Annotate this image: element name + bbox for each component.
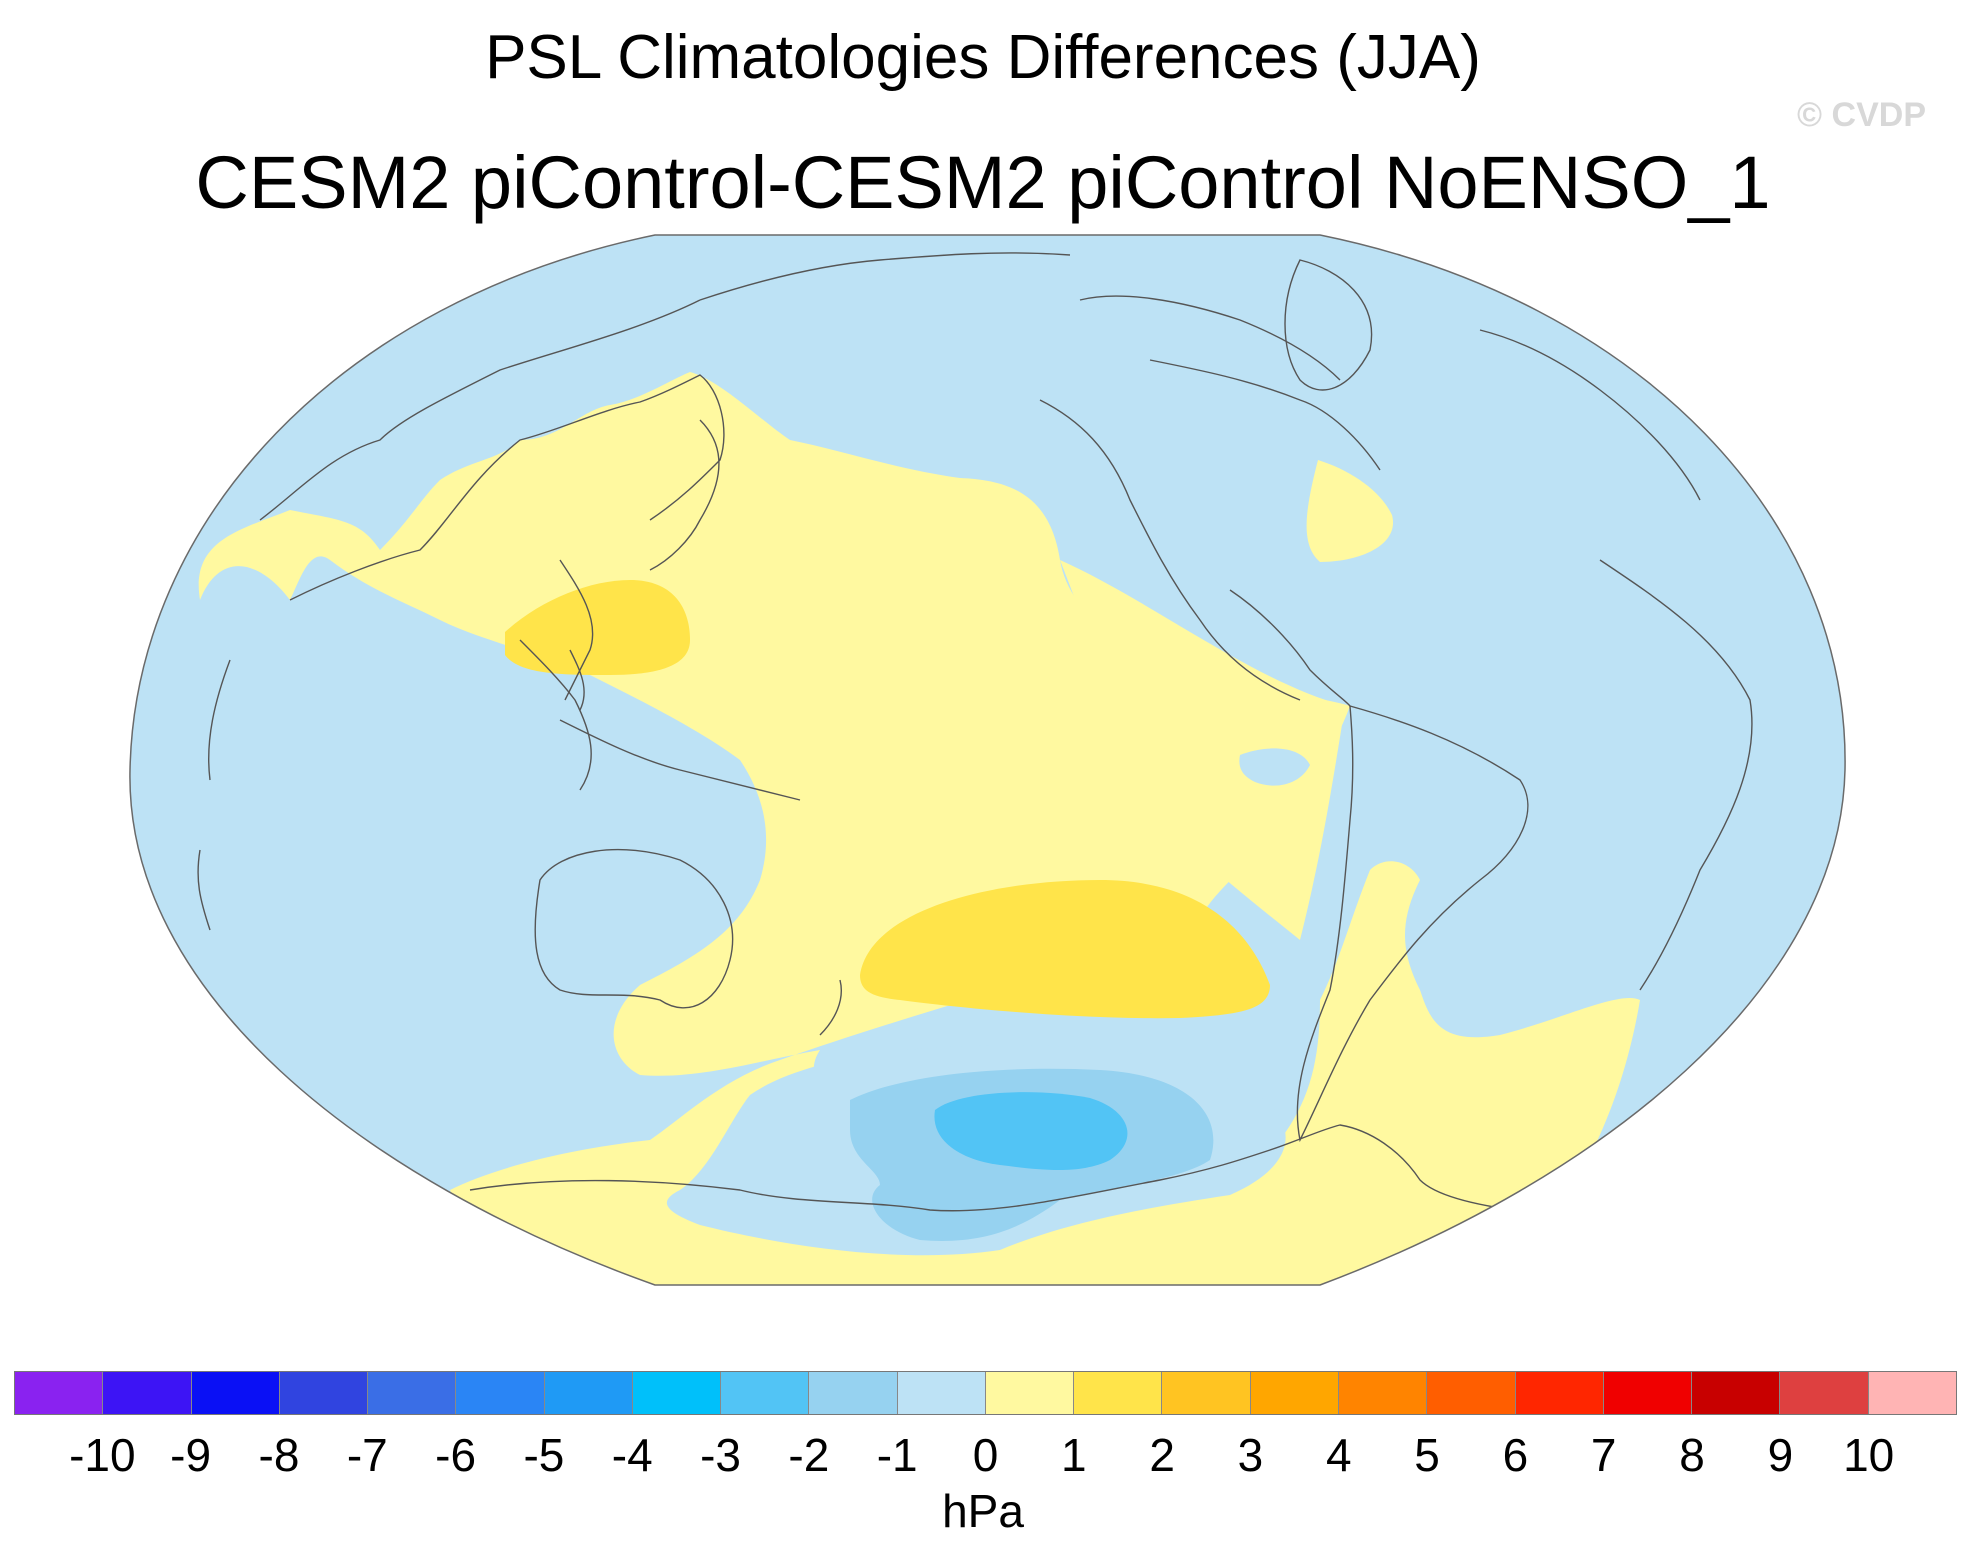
globe-outline bbox=[129, 234, 1846, 1286]
colorbar-tick-label: 5 bbox=[1414, 1429, 1440, 1481]
colorbar-tick-label: -8 bbox=[258, 1429, 300, 1481]
colorbar-tick-label: 8 bbox=[1679, 1429, 1705, 1481]
colorbar-tick-label: 1 bbox=[1061, 1429, 1087, 1481]
colorbar-tick-label: -5 bbox=[523, 1429, 565, 1481]
colorbar-tick-label: 2 bbox=[1149, 1429, 1175, 1481]
colorbar-tick-label: -4 bbox=[611, 1429, 653, 1481]
title-line-1: PSL Climatologies Differences (JJA) bbox=[485, 23, 1481, 92]
colorbar-swatch bbox=[1603, 1372, 1693, 1414]
colorbar-swatch bbox=[544, 1372, 633, 1414]
colorbar-units: hPa bbox=[942, 1485, 1024, 1537]
colorbar-tick-label: -6 bbox=[435, 1429, 477, 1481]
colorbar-swatch bbox=[897, 1372, 986, 1414]
colorbar-tick-label: -1 bbox=[876, 1429, 918, 1481]
colorbar-swatch bbox=[456, 1372, 545, 1414]
colorbar-tick-label: -3 bbox=[700, 1429, 741, 1481]
copyright-watermark: © CVDP bbox=[1797, 96, 1926, 134]
colorbar-swatch bbox=[1868, 1372, 1956, 1414]
field-neg1-bubble bbox=[1239, 748, 1310, 786]
colorbar bbox=[14, 1371, 1957, 1415]
colorbar-tick-label: 7 bbox=[1590, 1429, 1617, 1481]
map-plot bbox=[129, 234, 1846, 1286]
coastlines bbox=[197, 252, 1753, 1216]
colorbar-swatch bbox=[103, 1372, 192, 1414]
colorbar-swatch bbox=[191, 1372, 280, 1414]
field-neg3-core bbox=[934, 1092, 1128, 1170]
colorbar-tick-label: -7 bbox=[346, 1429, 388, 1481]
colorbar-swatch bbox=[1780, 1372, 1869, 1414]
colorbar-tick-label: 6 bbox=[1502, 1429, 1529, 1481]
colorbar-swatch bbox=[985, 1372, 1075, 1414]
colorbar-swatch bbox=[809, 1372, 898, 1414]
colorbar-tick-label: 4 bbox=[1325, 1429, 1352, 1481]
colorbar-tick-label: -9 bbox=[170, 1429, 212, 1481]
colorbar-swatch bbox=[368, 1372, 457, 1414]
colorbar-swatch bbox=[1692, 1372, 1781, 1414]
colorbar-swatch bbox=[1162, 1372, 1251, 1414]
colorbar-swatch bbox=[1338, 1372, 1428, 1414]
colorbar-tick-label: -2 bbox=[788, 1429, 830, 1481]
colorbar-swatch bbox=[279, 1372, 369, 1414]
colorbar-tick-label: 0 bbox=[972, 1429, 999, 1481]
colorbar-swatch bbox=[15, 1372, 104, 1414]
colorbar-swatch bbox=[1250, 1372, 1339, 1414]
colorbar-swatch bbox=[721, 1372, 810, 1414]
field-pos1-tropics bbox=[1060, 560, 1345, 940]
colorbar-swatch bbox=[1515, 1372, 1604, 1414]
colorbar-tick-label: 10 bbox=[1843, 1429, 1895, 1481]
colorbar-tick-label: 3 bbox=[1237, 1429, 1264, 1481]
title-line-2: CESM2 piControl-CESM2 piControl NoENSO_1 bbox=[195, 141, 1771, 224]
colorbar-swatch bbox=[1074, 1372, 1163, 1414]
colorbar-swatch bbox=[632, 1372, 722, 1414]
field-pos1-atlantic bbox=[1306, 460, 1394, 562]
colorbar-swatch bbox=[1427, 1372, 1516, 1414]
field-pos2-west-pacific bbox=[505, 580, 690, 675]
colorbar-tick-label: 9 bbox=[1767, 1429, 1794, 1481]
field-pos2-south-pacific bbox=[860, 880, 1270, 1019]
colorbar-tick-label: -10 bbox=[69, 1429, 136, 1481]
